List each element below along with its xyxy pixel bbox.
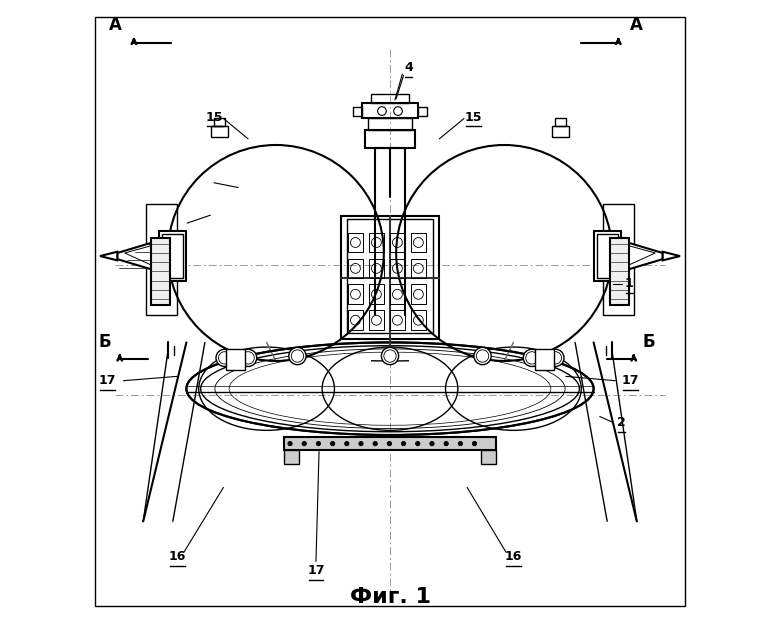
Bar — [368, 118, 412, 130]
Bar — [390, 259, 406, 278]
Text: Б: Б — [98, 333, 112, 352]
Circle shape — [381, 347, 399, 365]
Bar — [151, 238, 170, 305]
Text: 2: 2 — [617, 416, 626, 429]
Bar — [418, 107, 427, 116]
Circle shape — [373, 442, 378, 445]
Text: А: А — [109, 15, 122, 34]
Text: Фиг. 1: Фиг. 1 — [349, 587, 431, 607]
Circle shape — [316, 442, 321, 445]
Text: 1: 1 — [625, 277, 634, 291]
Polygon shape — [117, 241, 158, 271]
Bar — [390, 233, 406, 252]
Text: 16: 16 — [168, 550, 186, 563]
Circle shape — [359, 442, 363, 445]
Bar — [284, 437, 496, 450]
Polygon shape — [622, 241, 663, 271]
Circle shape — [523, 349, 541, 366]
Text: 17: 17 — [307, 564, 324, 578]
Bar — [369, 259, 385, 278]
Bar — [226, 349, 245, 370]
Bar — [603, 204, 633, 315]
Bar — [147, 204, 177, 315]
Bar — [411, 310, 427, 330]
Bar — [610, 238, 629, 305]
Circle shape — [331, 442, 335, 445]
Text: 15: 15 — [465, 110, 482, 124]
Bar — [211, 126, 229, 137]
Circle shape — [444, 442, 448, 445]
Bar — [594, 231, 622, 281]
Circle shape — [216, 349, 233, 366]
Bar — [284, 450, 300, 464]
Bar — [369, 233, 385, 252]
Bar — [348, 233, 363, 252]
Polygon shape — [100, 252, 117, 260]
Bar — [411, 259, 427, 278]
Bar — [362, 103, 418, 118]
Bar — [215, 118, 225, 126]
Circle shape — [239, 349, 257, 366]
Circle shape — [345, 442, 349, 445]
Text: 17: 17 — [622, 374, 640, 387]
Bar — [348, 310, 363, 330]
Circle shape — [474, 347, 491, 365]
Bar — [551, 126, 569, 137]
Circle shape — [458, 442, 463, 445]
Text: Б: Б — [643, 333, 655, 352]
Bar — [390, 310, 406, 330]
Bar — [371, 94, 409, 103]
Circle shape — [289, 347, 306, 365]
Bar — [535, 349, 554, 370]
Text: 4: 4 — [404, 61, 413, 75]
Bar — [348, 284, 363, 304]
Circle shape — [473, 442, 477, 445]
Circle shape — [547, 349, 564, 366]
Bar — [480, 450, 496, 464]
Circle shape — [288, 442, 292, 445]
Circle shape — [416, 442, 420, 445]
Bar — [161, 234, 183, 278]
Bar — [411, 233, 427, 252]
Text: А: А — [630, 15, 643, 34]
Text: 16: 16 — [505, 550, 522, 563]
Bar — [365, 130, 415, 148]
Text: 17: 17 — [98, 374, 116, 387]
Bar — [555, 118, 565, 126]
Bar — [158, 231, 186, 281]
Bar — [348, 259, 363, 278]
Bar — [353, 107, 362, 116]
Text: 15: 15 — [205, 110, 223, 124]
Bar — [347, 219, 433, 333]
Circle shape — [387, 442, 392, 445]
Bar — [341, 216, 439, 339]
Circle shape — [430, 442, 434, 445]
Bar — [390, 284, 406, 304]
Bar — [369, 284, 385, 304]
Circle shape — [302, 442, 307, 445]
Bar — [369, 310, 385, 330]
Bar — [597, 234, 619, 278]
Polygon shape — [663, 252, 680, 260]
Bar — [411, 284, 427, 304]
Circle shape — [402, 442, 406, 445]
